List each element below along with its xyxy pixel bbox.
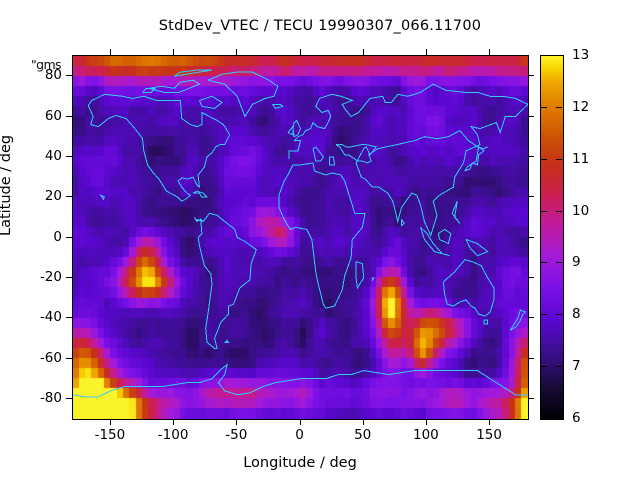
- y-tick-mark: [528, 196, 534, 198]
- y-tick-label: -20: [39, 268, 62, 285]
- colorbar-tick-label: 13: [572, 47, 590, 63]
- colorbar-tick-label: 8: [572, 306, 581, 323]
- x-tick-mark: [425, 49, 427, 55]
- x-tick-mark: [109, 419, 111, 425]
- colorbar-gradient: [541, 56, 563, 419]
- colorbar[interactable]: [540, 55, 564, 420]
- x-tick-mark: [425, 419, 427, 425]
- y-tick-label: 80: [44, 67, 62, 84]
- y-tick-label: -80: [39, 389, 62, 406]
- colorbar-tick-label: 9: [572, 254, 581, 271]
- x-axis-label: Longitude / deg: [243, 455, 357, 471]
- x-tick-mark: [489, 49, 491, 55]
- colorbar-tick-label: 10: [572, 202, 590, 219]
- colorbar-tick-mark: [541, 366, 547, 368]
- y-tick-mark: [66, 75, 72, 77]
- colorbar-tick-mark: [541, 210, 547, 212]
- y-tick-mark: [528, 276, 534, 278]
- map-plot-area[interactable]: [72, 55, 529, 420]
- colorbar-tick-mark: [556, 314, 562, 316]
- colorbar-tick-mark: [541, 314, 547, 316]
- y-tick-mark: [528, 397, 534, 399]
- x-tick-label: -50: [225, 427, 248, 443]
- y-tick-mark: [66, 397, 72, 399]
- colorbar-tick-mark: [556, 262, 562, 264]
- y-tick-mark: [528, 236, 534, 238]
- x-tick-label: 150: [476, 427, 502, 443]
- x-tick-label: -150: [94, 427, 126, 443]
- y-tick-mark: [66, 276, 72, 278]
- x-tick-mark: [299, 49, 301, 55]
- y-tick-label: 40: [44, 147, 62, 164]
- y-tick-mark: [66, 317, 72, 319]
- colorbar-tick-mark: [556, 158, 562, 160]
- x-tick-label: 0: [295, 427, 304, 443]
- y-tick-mark: [66, 357, 72, 359]
- x-tick-label: 50: [354, 427, 372, 443]
- x-tick-mark: [362, 49, 364, 55]
- colorbar-tick-mark: [541, 262, 547, 264]
- x-tick-mark: [362, 419, 364, 425]
- y-tick-mark: [528, 155, 534, 157]
- x-tick-label: -100: [157, 427, 189, 443]
- x-tick-mark: [173, 419, 175, 425]
- y-tick-label: -60: [39, 349, 62, 366]
- colorbar-tick-label: 6: [572, 410, 581, 426]
- y-tick-label: 60: [44, 107, 62, 124]
- y-tick-mark: [528, 75, 534, 77]
- y-tick-label: -40: [39, 309, 62, 326]
- figure-title: StdDev_VTEC / TECU 19990307_066.11700: [158, 18, 482, 34]
- y-tick-mark: [66, 155, 72, 157]
- x-tick-label: 100: [412, 427, 439, 443]
- y-axis-label: Latitude / deg: [0, 134, 14, 236]
- y-tick-mark: [528, 317, 534, 319]
- colorbar-tick-mark: [541, 158, 547, 160]
- y-tick-label: 0: [53, 228, 62, 245]
- x-tick-mark: [489, 419, 491, 425]
- colorbar-tick-mark: [556, 366, 562, 368]
- colorbar-tick-mark: [556, 210, 562, 212]
- y-tick-mark: [528, 357, 534, 359]
- colorbar-tick-label: 11: [572, 150, 590, 167]
- y-tick-mark: [66, 196, 72, 198]
- x-tick-mark: [236, 49, 238, 55]
- x-tick-mark: [173, 49, 175, 55]
- colorbar-tick-mark: [541, 106, 547, 108]
- stray-text-artifact: "gms: [31, 57, 62, 72]
- colorbar-tick-mark: [556, 106, 562, 108]
- y-tick-mark: [66, 115, 72, 117]
- vtec-heatmap: [73, 56, 528, 419]
- colorbar-tick-label: 12: [572, 98, 590, 115]
- colorbar-tick-label: 7: [572, 358, 581, 375]
- x-tick-mark: [236, 419, 238, 425]
- y-tick-mark: [66, 236, 72, 238]
- y-tick-label: 20: [44, 188, 62, 205]
- x-tick-mark: [109, 49, 111, 55]
- x-tick-mark: [299, 419, 301, 425]
- y-tick-mark: [528, 115, 534, 117]
